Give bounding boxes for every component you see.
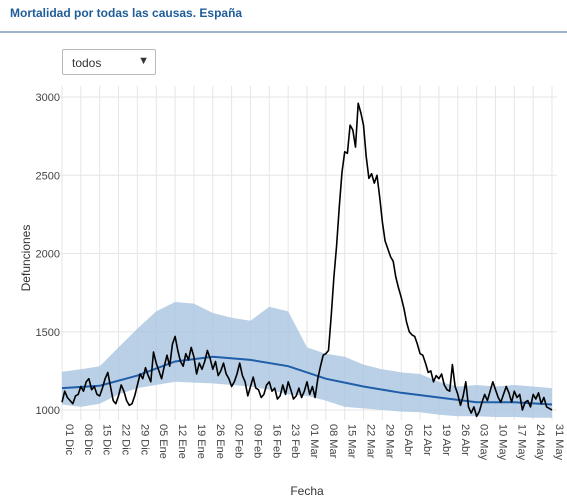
x-tick-label: 23 Feb <box>289 424 301 458</box>
chevron-down-icon: ▼ <box>138 55 149 67</box>
x-tick-label: 26 Abr <box>459 424 471 456</box>
x-tick-label: 01 Dic <box>63 424 75 456</box>
x-tick-label: 29 Dic <box>138 424 150 456</box>
x-tick-label: 17 May <box>515 424 527 461</box>
x-tick-label: 01 Mar <box>308 424 320 459</box>
x-tick-label: 15 Dic <box>101 424 113 456</box>
cause-filter-select[interactable]: todos ▼ <box>62 49 156 75</box>
x-tick-label: 12 Abr <box>421 424 433 456</box>
x-tick-label: 09 Feb <box>252 424 264 458</box>
x-tick-label: 08 Mar <box>327 424 339 459</box>
x-tick-label: 02 Feb <box>233 424 245 458</box>
page-title: Mortalidad por todas las causas. España <box>10 6 243 20</box>
y-tick-label: 3000 <box>36 92 60 104</box>
x-tick-label: 08 Dic <box>82 424 94 456</box>
x-tick-label: 22 Mar <box>365 424 377 459</box>
y-tick-label: 2500 <box>36 170 60 182</box>
select-value: todos <box>72 56 102 70</box>
title-divider <box>0 31 567 33</box>
x-tick-label: 05 Abr <box>402 424 414 456</box>
confidence-band <box>62 302 552 418</box>
x-tick-label: 10 May <box>497 424 509 461</box>
y-tick-label: 1000 <box>36 405 60 417</box>
x-tick-label: 19 Ene <box>195 424 207 459</box>
x-tick-label: 12 Ene <box>176 424 188 459</box>
x-axis-ticks: 01 Dic 08 Dic 15 Dic 22 Dic 29 Dic 05 Ene 12 E… <box>63 424 565 461</box>
x-axis-title: Fecha <box>290 484 324 498</box>
y-tick-label: 2000 <box>36 249 60 261</box>
x-tick-label: 05 Ene <box>157 424 169 459</box>
x-tick-label: 31 May <box>553 424 565 461</box>
y-tick-label: 1500 <box>36 327 60 339</box>
x-tick-label: 29 Mar <box>383 424 395 459</box>
x-tick-label: 03 May <box>478 424 490 461</box>
x-tick-label: 19 Abr <box>440 424 452 456</box>
x-tick-label: 15 Mar <box>346 424 358 459</box>
y-axis-ticks: 1000 1500 2000 2500 3000 <box>36 92 60 417</box>
observed-deaths-line <box>61 102 553 418</box>
y-axis-title: Defunciones <box>19 225 33 292</box>
x-tick-label: 26 Ene <box>214 424 226 459</box>
x-tick-label: 24 May <box>534 424 546 461</box>
x-tick-label: 16 Feb <box>270 424 282 458</box>
x-tick-label: 22 Dic <box>120 424 132 456</box>
